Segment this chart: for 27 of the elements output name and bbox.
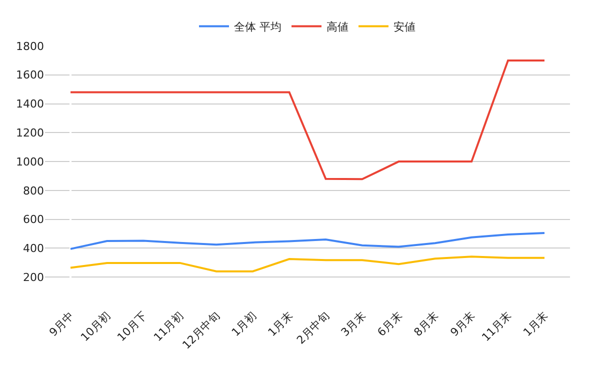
- x-tick-label: 8月末: [411, 309, 442, 340]
- line-series: [70, 59, 546, 180]
- y-tick-label: 1000: [16, 155, 44, 168]
- x-tick-label: 9月中: [46, 309, 77, 340]
- y-tick-label: 1600: [16, 68, 44, 82]
- legend-label: 全体 平均: [234, 20, 282, 34]
- x-tick-label: 1月末: [520, 309, 550, 340]
- y-tick-label: 1400: [16, 98, 44, 111]
- x-tick-label: 10月下: [114, 309, 150, 344]
- line-series: [70, 256, 546, 272]
- x-tick-label: 11月末: [479, 309, 514, 344]
- y-tick-label: 1800: [16, 40, 44, 53]
- y-tick-label: 200: [23, 270, 44, 284]
- x-tick-label: 2月中旬: [294, 309, 332, 347]
- y-tick-label: 1200: [16, 126, 44, 140]
- x-tick-label: 10月初: [78, 309, 113, 344]
- y-tick-label: 800: [23, 184, 44, 198]
- legend-label: 高値: [326, 20, 348, 34]
- x-tick-label: 6月末: [374, 309, 405, 340]
- y-tick-label: 400: [23, 242, 44, 256]
- line-series: [70, 232, 546, 250]
- x-tick-label: 1月初: [229, 309, 259, 340]
- x-tick-label: 1月末: [266, 309, 296, 340]
- x-tick-label: 9月末: [448, 309, 478, 340]
- x-tick-label: 3月末: [338, 309, 368, 340]
- y-tick-label: 600: [23, 213, 44, 226]
- legend-label: 安値: [394, 20, 416, 34]
